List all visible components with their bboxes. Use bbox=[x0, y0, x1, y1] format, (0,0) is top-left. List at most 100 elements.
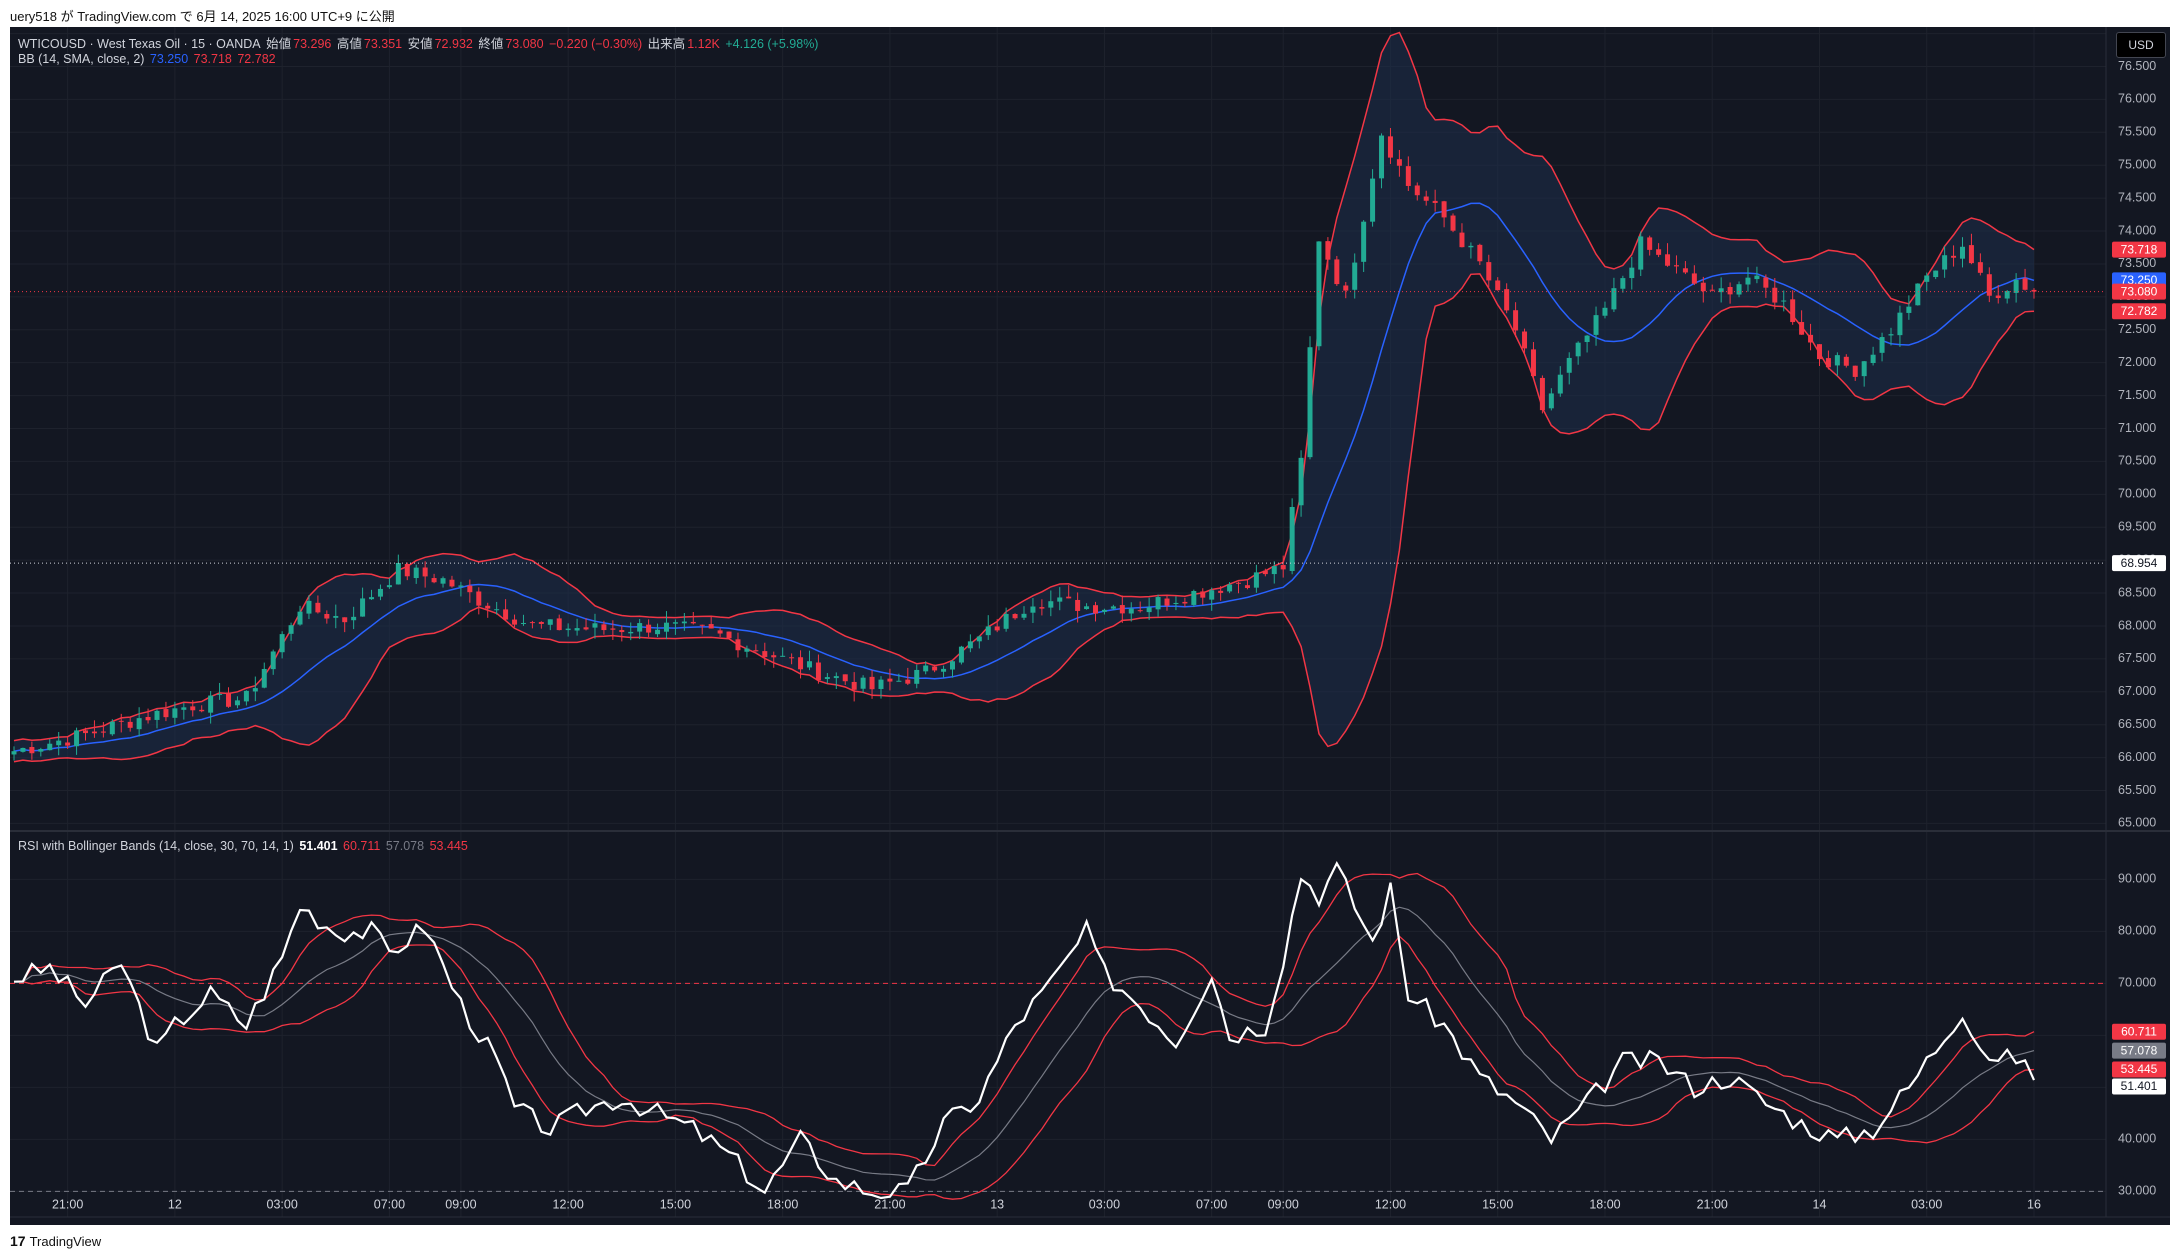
candle-body bbox=[1227, 584, 1233, 592]
bb-basis-value: 73.250 bbox=[149, 52, 189, 66]
candle-body bbox=[1137, 610, 1143, 612]
bb-legend[interactable]: BB (14, SMA, close, 2) 73.250 73.718 72.… bbox=[18, 52, 278, 66]
rsi-tick-label: 80.000 bbox=[2118, 924, 2156, 938]
candle-body bbox=[789, 657, 795, 659]
candle-body bbox=[136, 718, 142, 730]
candle-body bbox=[1513, 310, 1519, 331]
candle-body bbox=[923, 665, 929, 672]
change-value: −0.220 (−0.30%) bbox=[549, 37, 643, 51]
candle-body bbox=[941, 668, 947, 672]
candle-body bbox=[619, 630, 625, 633]
rsi-value: 51.401 bbox=[299, 839, 338, 853]
time-tick-label: 18:00 bbox=[1589, 1197, 1620, 1211]
candle-body bbox=[11, 751, 17, 755]
candle-body bbox=[717, 630, 723, 634]
candle-body bbox=[1656, 249, 1662, 255]
candle-body bbox=[56, 740, 62, 746]
brand-label[interactable]: TradingView bbox=[29, 1233, 102, 1249]
candle-body bbox=[1021, 613, 1027, 618]
candle-body bbox=[949, 661, 955, 670]
candle-body bbox=[1441, 201, 1447, 218]
time-tick-label: 14 bbox=[1813, 1197, 1827, 1211]
candle-body bbox=[1307, 347, 1313, 458]
candle-body bbox=[771, 655, 777, 658]
candle-body bbox=[449, 579, 455, 587]
candle-body bbox=[1200, 591, 1206, 598]
price-tick-label: 76.000 bbox=[2118, 92, 2156, 106]
candle-body bbox=[976, 636, 982, 642]
candle-body bbox=[199, 709, 205, 712]
price-tick-label: 74.000 bbox=[2118, 223, 2156, 237]
candle-body bbox=[708, 624, 714, 629]
candle-body bbox=[1781, 300, 1787, 302]
chart-container[interactable]: 65.000 65.500 66.000 66.500 67.000 67.500 68.0… bbox=[10, 27, 2170, 1225]
price-marker: 73.080 bbox=[2121, 284, 2158, 298]
candle-body bbox=[315, 602, 321, 613]
candle-body bbox=[288, 625, 294, 634]
candle-body bbox=[1414, 185, 1420, 196]
candle-body bbox=[440, 578, 446, 584]
candle-body bbox=[1387, 136, 1393, 158]
rsi-upper-band bbox=[13, 872, 2035, 1167]
candle-body bbox=[547, 619, 553, 625]
candle-body bbox=[1852, 365, 1858, 377]
tradingview-logo-icon[interactable]: 17 bbox=[10, 1233, 26, 1249]
candle-body bbox=[753, 650, 759, 652]
candle-body bbox=[1504, 289, 1510, 311]
candle-body bbox=[878, 679, 884, 689]
price-tick-label: 65.500 bbox=[2118, 783, 2156, 797]
candle-body bbox=[2022, 278, 2028, 290]
candle-body bbox=[1039, 607, 1045, 609]
candle-body bbox=[780, 655, 786, 657]
candle-body bbox=[1486, 262, 1492, 281]
candle-body bbox=[1861, 361, 1867, 377]
candle-body bbox=[646, 624, 652, 633]
candle-body bbox=[1182, 601, 1188, 604]
close-value: 73.080 bbox=[505, 37, 544, 51]
rsi-line bbox=[13, 860, 2036, 1200]
candle-body bbox=[860, 677, 866, 689]
price-legend: WTICOUSD · West Texas Oil · 15 · OANDA 始… bbox=[18, 33, 820, 52]
candle-body bbox=[1968, 245, 1974, 264]
currency-button[interactable]: USD bbox=[2116, 32, 2166, 58]
candle-body bbox=[1799, 322, 1805, 335]
bb-basis-line bbox=[13, 202, 2035, 752]
candle-body bbox=[601, 624, 607, 631]
candle-body bbox=[1361, 221, 1367, 262]
candle-body bbox=[1325, 241, 1331, 260]
candle-body bbox=[1602, 307, 1608, 316]
rsi-marker: 51.401 bbox=[2121, 1079, 2158, 1093]
symbol-label[interactable]: WTICOUSD · West Texas Oil · 15 · OANDA bbox=[18, 37, 261, 51]
candle-body bbox=[369, 597, 375, 600]
candle-body bbox=[1468, 245, 1474, 248]
candle-body bbox=[565, 628, 571, 631]
candle-body bbox=[1638, 236, 1644, 270]
chart-svg[interactable]: 65.000 65.500 66.000 66.500 67.000 67.500 68.0… bbox=[10, 27, 2170, 1225]
candle-body bbox=[476, 591, 482, 606]
time-tick-label: 03:00 bbox=[1089, 1197, 1120, 1211]
candle-body bbox=[145, 716, 151, 721]
rsi-legend[interactable]: RSI with Bollinger Bands (14, close, 30,… bbox=[18, 839, 470, 853]
candle-body bbox=[74, 730, 80, 747]
candle-body bbox=[896, 680, 902, 682]
candle-body bbox=[1879, 337, 1885, 353]
price-tick-label: 76.500 bbox=[2118, 59, 2156, 73]
candle-body bbox=[1843, 356, 1849, 366]
candle-body bbox=[851, 681, 857, 690]
volume-value: 1.12K bbox=[687, 37, 720, 51]
candle-body bbox=[1075, 599, 1081, 611]
candle-body bbox=[127, 721, 133, 728]
candle-body bbox=[47, 743, 53, 751]
candle-body bbox=[985, 626, 991, 636]
candle-body bbox=[1986, 274, 1992, 296]
price-tick-label: 73.500 bbox=[2118, 256, 2156, 270]
bb-upper-value: 73.718 bbox=[193, 52, 232, 66]
candle-body bbox=[726, 631, 732, 639]
candle-body bbox=[744, 648, 750, 652]
candle-body bbox=[1754, 275, 1760, 280]
price-marker: 73.718 bbox=[2121, 242, 2158, 256]
candle-body bbox=[270, 651, 276, 670]
candle-body bbox=[485, 605, 491, 609]
rsi-basis-value: 57.078 bbox=[385, 839, 425, 853]
candle-body bbox=[932, 666, 938, 671]
